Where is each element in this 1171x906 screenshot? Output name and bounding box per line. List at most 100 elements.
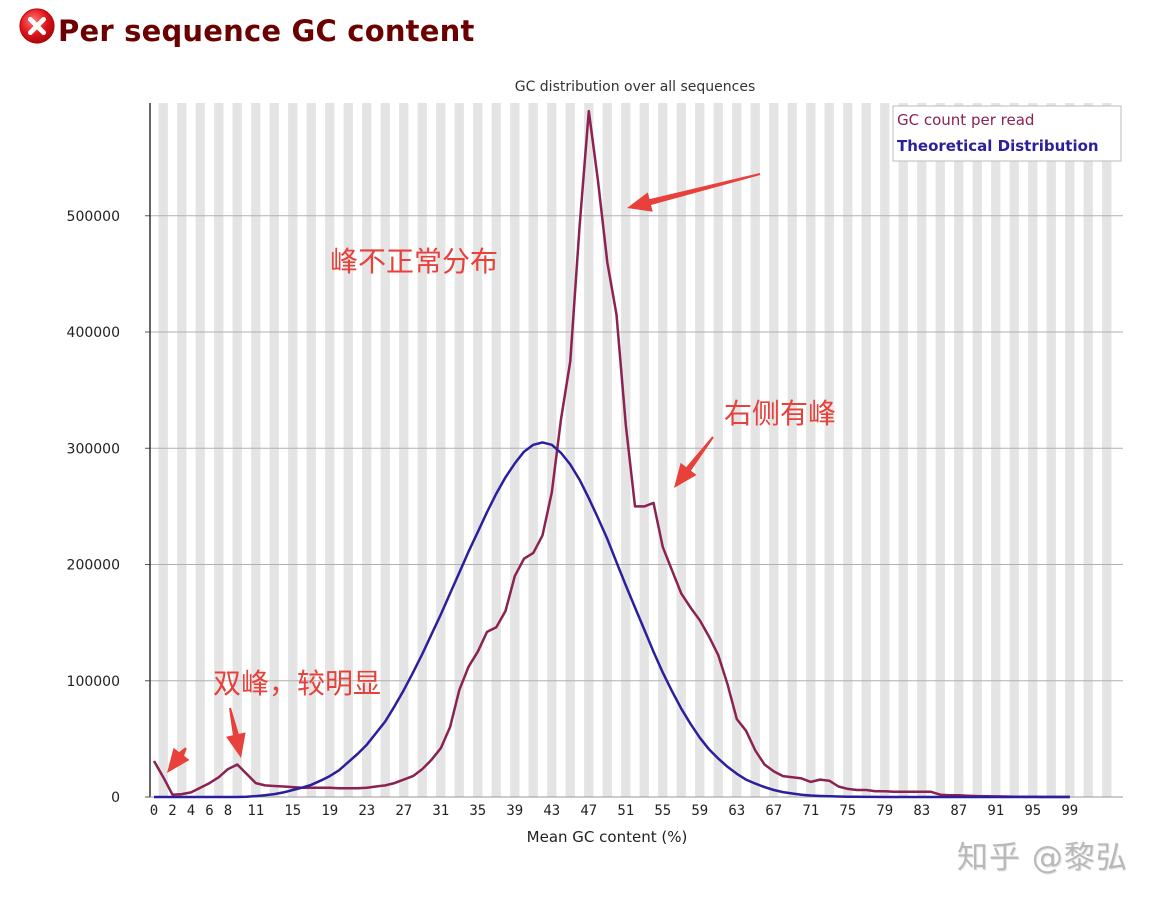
background-stripe — [787, 103, 797, 797]
background-stripe — [935, 103, 945, 797]
background-stripe — [325, 103, 335, 797]
x-tick-label: 15 — [284, 803, 301, 819]
x-tick-label: 59 — [691, 803, 708, 819]
background-stripe — [861, 103, 871, 797]
background-stripe — [1009, 103, 1019, 797]
background-stripe — [917, 103, 927, 797]
arrow-left-edge-icon — [167, 747, 190, 773]
background-stripe — [584, 103, 594, 797]
background-stripe — [528, 103, 538, 797]
background-stripe — [158, 103, 168, 797]
x-tick-label: 39 — [506, 803, 523, 819]
theoretical-line — [154, 441, 1070, 799]
background-stripe — [806, 103, 816, 797]
background-stripe — [732, 103, 742, 797]
background-stripe — [510, 103, 520, 797]
y-tick-label: 0 — [111, 790, 120, 806]
x-tick-label: 8 — [224, 803, 232, 819]
x-tick-label: 31 — [432, 803, 449, 819]
background-stripe — [343, 103, 353, 797]
background-stripe — [769, 103, 779, 797]
x-tick-label: 87 — [950, 803, 967, 819]
background-stripe — [288, 103, 298, 797]
annotation-text: 右侧有峰 — [724, 397, 837, 430]
background-stripe — [1046, 103, 1056, 797]
background-stripe — [824, 103, 834, 797]
background-stripe — [602, 103, 612, 797]
x-tick-label: 71 — [802, 803, 819, 819]
x-tick-label: 43 — [543, 803, 560, 819]
background-stripe — [269, 103, 279, 797]
x-tick-label: 67 — [765, 803, 782, 819]
x-tick-label: 27 — [395, 803, 412, 819]
y-tick-label: 200000 — [67, 558, 120, 574]
x-tick-label: 47 — [580, 803, 597, 819]
arrow-peak-icon — [627, 173, 761, 212]
x-tick-label: 2 — [168, 803, 176, 819]
x-tick-label: 95 — [1024, 803, 1041, 819]
x-tick-label: 83 — [913, 803, 930, 819]
background-stripe — [1028, 103, 1038, 797]
background-stripe — [306, 103, 316, 797]
background-stripe — [1083, 103, 1093, 797]
background-stripe — [898, 103, 908, 797]
background-stripe — [1102, 103, 1112, 797]
x-tick-label: 63 — [728, 803, 745, 819]
legend-box — [892, 105, 1122, 162]
x-tick-label: 55 — [654, 803, 671, 819]
background-stripe — [658, 103, 668, 797]
y-tick-label: 500000 — [67, 209, 120, 225]
background-stripe — [676, 103, 686, 797]
background-stripe — [972, 103, 982, 797]
annotation-text: 双峰，较明显 — [213, 667, 382, 700]
legend-item-theoretical: Theoretical Distribution — [897, 137, 1099, 155]
background-stripe — [195, 103, 205, 797]
x-tick-label: 19 — [321, 803, 338, 819]
background-stripe — [399, 103, 409, 797]
background-stripe — [454, 103, 464, 797]
x-tick-label: 23 — [358, 803, 375, 819]
y-tick-label: 400000 — [67, 325, 120, 341]
background-stripe — [843, 103, 853, 797]
background-stripe — [621, 103, 631, 797]
error-x-icon — [19, 8, 55, 44]
background-stripe — [713, 103, 723, 797]
y-tick-label: 100000 — [67, 674, 120, 690]
background-stripe — [436, 103, 446, 797]
annotation-text: 峰不正常分布 — [330, 245, 499, 278]
section-header: Per sequence GC content — [18, 6, 475, 56]
background-stripe — [695, 103, 705, 797]
background-stripe — [491, 103, 501, 797]
background-stripe — [177, 103, 187, 797]
x-tick-label: 99 — [1061, 803, 1078, 819]
background-stripe — [639, 103, 649, 797]
background-stripe — [417, 103, 427, 797]
background-stripe — [750, 103, 760, 797]
y-tick-label: 300000 — [67, 441, 120, 457]
background-stripe — [880, 103, 890, 797]
arrow-bimodal-icon — [226, 707, 246, 758]
background-stripe — [251, 103, 261, 797]
legend-item-gc-count: GC count per read — [897, 111, 1034, 129]
x-tick-label: 51 — [617, 803, 634, 819]
background-stripe — [1065, 103, 1075, 797]
watermark: 知乎 @黎弘 — [957, 840, 1128, 876]
background-stripe — [565, 103, 575, 797]
background-stripe — [547, 103, 557, 797]
arrow-right-peak-icon — [674, 436, 714, 488]
x-tick-label: 11 — [247, 803, 264, 819]
gc-count-line — [152, 109, 1070, 799]
x-tick-label: 79 — [876, 803, 893, 819]
x-axis-label: Mean GC content (%) — [527, 828, 688, 846]
background-stripe — [991, 103, 1001, 797]
background-stripe — [473, 103, 483, 797]
page-title: Per sequence GC content — [58, 14, 475, 48]
x-tick-label: 91 — [987, 803, 1004, 819]
background-stripe — [214, 103, 224, 797]
x-tick-label: 75 — [839, 803, 856, 819]
x-tick-label: 0 — [150, 803, 158, 819]
background-stripe — [232, 103, 242, 797]
chart-title: GC distribution over all sequences — [515, 79, 756, 95]
